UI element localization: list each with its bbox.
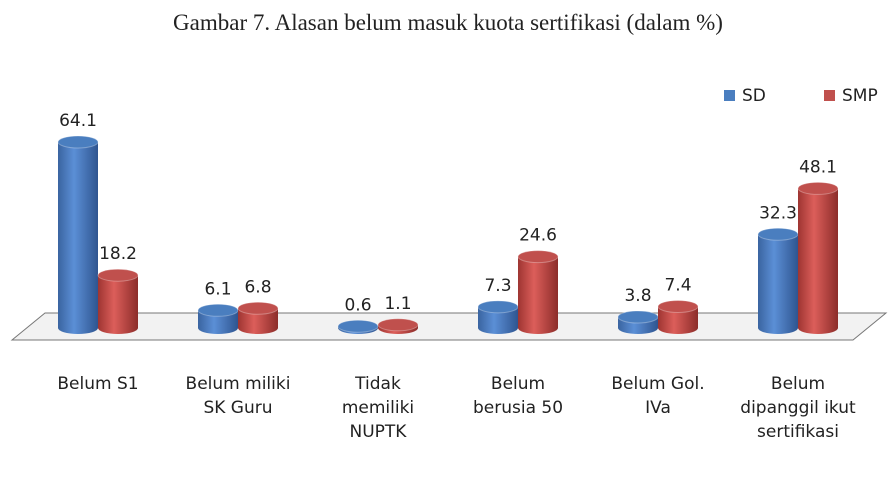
bar xyxy=(518,256,558,334)
bar xyxy=(238,308,278,334)
bar-top xyxy=(617,310,659,324)
x-tick-label: Belum miliki SK Guru xyxy=(185,374,291,418)
legend-swatch xyxy=(724,90,735,101)
floor xyxy=(10,312,888,341)
data-label: 7.4 xyxy=(664,276,691,296)
bar-top xyxy=(657,300,699,314)
x-tick-label: Belum berusia 50 xyxy=(472,374,564,418)
bar xyxy=(98,275,138,334)
bar-top xyxy=(477,300,519,314)
data-label: 64.1 xyxy=(59,111,97,131)
bar-top xyxy=(57,135,99,149)
x-tick-label: Belum S1 xyxy=(57,374,139,394)
x-tick-label: Belum Gol. IVa xyxy=(611,374,705,418)
legend-label: SD xyxy=(742,86,766,106)
bar xyxy=(798,188,838,334)
data-label: 24.6 xyxy=(519,226,557,246)
data-label: 6.8 xyxy=(244,277,271,297)
legend-label: SMP xyxy=(842,86,878,106)
data-label: 7.3 xyxy=(484,276,511,296)
bar-top xyxy=(97,268,139,282)
bar-top xyxy=(237,301,279,315)
bar xyxy=(758,234,798,334)
data-label: 1.1 xyxy=(384,294,411,314)
bar-top xyxy=(797,181,839,195)
bar xyxy=(198,310,238,334)
bar xyxy=(58,142,98,334)
data-label: 48.1 xyxy=(799,157,837,177)
x-tick-label: Belum dipanggil ikut sertifikasi xyxy=(740,374,856,442)
bar xyxy=(658,306,698,334)
data-label: 32.3 xyxy=(759,203,797,223)
x-tick-label: Tidak memiliki NUPTK xyxy=(341,374,415,442)
legend-swatch xyxy=(824,90,835,101)
data-label: 0.6 xyxy=(344,295,371,315)
bar xyxy=(478,306,518,334)
bar-top xyxy=(337,319,379,333)
bar-top xyxy=(517,250,559,264)
data-label: 6.1 xyxy=(204,279,231,299)
bar-top xyxy=(197,303,239,317)
bar-top xyxy=(757,227,799,241)
data-label: 3.8 xyxy=(624,286,651,306)
chart-title: Gambar 7. Alasan belum masuk kuota serti… xyxy=(173,10,723,35)
bar-top xyxy=(377,318,419,332)
data-label: 18.2 xyxy=(99,244,137,264)
